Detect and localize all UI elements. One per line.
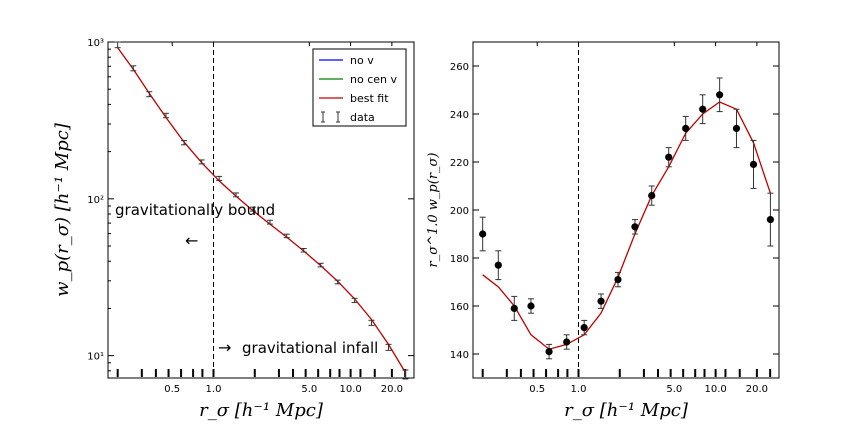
- legend-label-0: no v: [350, 54, 374, 67]
- legend-label-1: no cen v: [350, 73, 397, 86]
- y-axis-label: w_p(r_σ) [h⁻¹ Mpc]: [52, 122, 73, 297]
- data-point-10: [648, 192, 656, 200]
- annotation-bound-arrow: ←: [185, 231, 198, 250]
- data-point-11: [665, 153, 673, 161]
- y-tick-label-2: 180: [450, 254, 469, 265]
- annotation-bound-text: gravitationally bound: [115, 201, 275, 219]
- y-tick-label-6: 260: [450, 62, 469, 73]
- y-axis-label: r_σ^1.0 w_p(r_σ): [426, 153, 441, 268]
- data-point-6: [580, 324, 588, 332]
- legend-label-2: best fit: [350, 92, 389, 105]
- data-point-4: [545, 348, 553, 356]
- y-tick-label-1: 10²: [87, 195, 104, 206]
- y-tick-label-3: 200: [450, 206, 469, 217]
- y-tick-label-0: 10¹: [87, 352, 104, 363]
- x-tick-label-3: 10.0: [339, 384, 361, 395]
- y-tick-label-5: 240: [450, 110, 469, 121]
- x-axis-label: r_σ [h⁻¹ Mpc]: [199, 400, 324, 421]
- legend-box: [312, 48, 407, 127]
- x-tick-label-1: 1.0: [571, 384, 587, 395]
- x-tick-label-2: 5.0: [666, 384, 682, 395]
- y-tick-label-1: 160: [450, 302, 469, 313]
- series-best-fit-line: [482, 101, 772, 350]
- right-panel-scaled-wp: 0.5 1.0 5.0 10.0 20.0 140 160 180 200 220 240 260 r_…: [426, 41, 780, 421]
- left-panel-wp: 0.5 1.0 5.0 10.0 20.0 10¹ 10² 10³ r_σ [h⁻¹ Mpc] w…: [52, 38, 415, 421]
- x-tick-label-4: 20.0: [381, 384, 403, 395]
- data-point-9: [631, 223, 639, 231]
- data-point-12: [682, 124, 690, 132]
- plot-frame: [472, 41, 780, 379]
- x-tick-label-3: 10.0: [704, 384, 726, 395]
- x-tick-label-4: 20.0: [746, 384, 768, 395]
- data-point-1: [494, 261, 502, 269]
- data-point-14: [716, 91, 724, 99]
- y-tick-label-2: 10³: [87, 38, 104, 49]
- data-point-5: [563, 338, 571, 346]
- annotation-infall-arrow: →: [218, 338, 231, 357]
- data-point-8: [614, 276, 622, 284]
- y-tick-label-4: 220: [450, 158, 469, 169]
- x-tick-label-0: 0.5: [529, 384, 545, 395]
- x-axis-label: r_σ [h⁻¹ Mpc]: [564, 400, 689, 421]
- data-point-17: [766, 216, 775, 224]
- data-point-7: [597, 297, 605, 305]
- legend-label-3: data: [350, 111, 375, 124]
- data-point-0: [479, 230, 487, 238]
- data-point-16: [749, 160, 758, 168]
- x-tick-label-0: 0.5: [164, 384, 180, 395]
- y-tick-label-0: 140: [450, 350, 469, 361]
- data-point-15: [732, 124, 741, 132]
- data-point-3: [527, 302, 535, 310]
- data-point-13: [699, 105, 707, 113]
- annotation-infall-text: gravitational infall: [242, 339, 378, 357]
- data-point-2: [510, 304, 518, 312]
- x-tick-label-1: 1.0: [206, 384, 222, 395]
- x-tick-label-2: 5.0: [301, 384, 317, 395]
